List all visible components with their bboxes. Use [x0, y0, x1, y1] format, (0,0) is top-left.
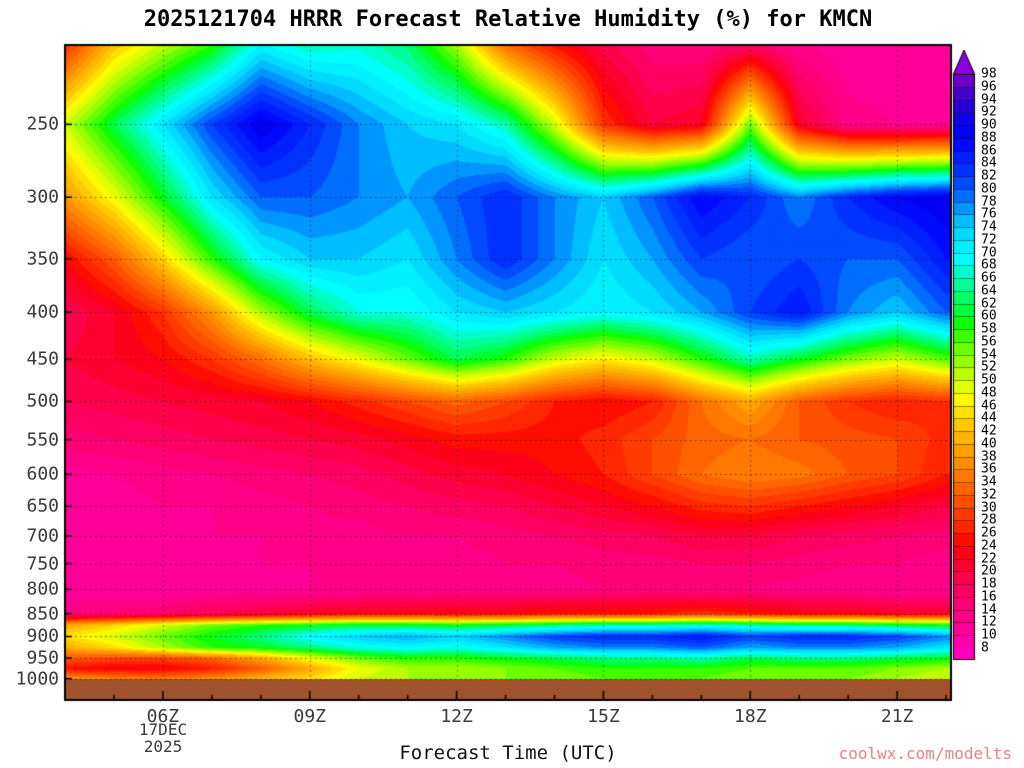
colorbar-tick-label: 92	[981, 104, 997, 120]
colorbar-tick-label: 10	[981, 627, 997, 643]
colorbar-tick-label: 36	[981, 461, 997, 477]
y-axis-tick-label: 950	[26, 647, 59, 669]
x-axis-tick-label: 06Z	[146, 706, 180, 727]
y-axis-tick-label: 300	[26, 186, 59, 208]
colorbar-tick-label: 8	[981, 640, 989, 656]
colorbar-tick-label: 48	[981, 385, 997, 401]
colorbar-tick-label: 42	[981, 423, 997, 439]
y-axis-tick-label: 400	[26, 301, 59, 323]
colorbar-tick-label: 50	[981, 372, 997, 388]
colorbar-tick-label: 56	[981, 334, 997, 350]
colorbar-tick-label: 80	[981, 181, 997, 197]
colorbar-tick-label: 90	[981, 117, 997, 133]
colorbar-tick-label: 16	[981, 589, 997, 605]
colorbar-tick-label: 62	[981, 296, 997, 312]
y-axis-tick-label: 850	[26, 603, 59, 625]
colorbar-tick-label: 76	[981, 206, 997, 222]
colorbar-tick-label: 88	[981, 130, 997, 146]
y-axis-tick-label: 700	[26, 525, 59, 547]
colorbar-tick-label: 86	[981, 143, 997, 159]
colorbar-tick-label: 60	[981, 308, 997, 324]
colorbar-tick-label: 68	[981, 257, 997, 273]
colorbar-tick-label: 26	[981, 525, 997, 541]
colorbar-tick-label: 40	[981, 436, 997, 452]
x-axis-title: Forecast Time (UTC)	[399, 742, 617, 764]
x-axis-tick-label: 09Z	[293, 706, 327, 727]
y-axis-tick-label: 750	[26, 553, 59, 575]
colorbar-tick-label: 32	[981, 487, 997, 503]
colorbar-tick-label: 30	[981, 500, 997, 516]
colorbar-tick-label: 78	[981, 194, 997, 210]
colorbar-tick-label: 64	[981, 283, 997, 299]
colorbar-tick-label: 96	[981, 79, 997, 95]
colorbar-tick-label: 20	[981, 563, 997, 579]
date-label-line2: 2025	[143, 737, 183, 756]
x-axis-tick-label: 21Z	[880, 706, 914, 727]
y-axis-tick-label: 250	[26, 113, 59, 135]
x-axis-tick-label: 12Z	[440, 706, 473, 727]
y-axis-tick-label: 900	[26, 625, 59, 647]
colorbar-tick-label: 58	[981, 321, 997, 337]
colorbar-tick-label: 52	[981, 359, 997, 375]
colorbar-tick-label: 72	[981, 232, 997, 248]
x-axis-tick-label: 15Z	[587, 706, 620, 727]
y-axis-tick-label: 600	[26, 463, 59, 485]
colorbar-tick-label: 44	[981, 410, 997, 426]
colorbar-tick-label: 14	[981, 602, 997, 618]
colorbar-tick-label: 24	[981, 538, 997, 554]
colorbar-tick-label: 94	[981, 92, 997, 107]
colorbar-tick-label: 12	[981, 614, 997, 630]
y-axis-tick-label: 500	[26, 390, 59, 412]
colorbar-tick-label: 98	[981, 66, 997, 82]
colorbar-tick-label: 34	[981, 474, 997, 490]
colorbar-tick-label: 22	[981, 551, 997, 567]
y-axis-tick-label: 800	[26, 578, 59, 600]
y-axis-tick-label: 350	[26, 248, 59, 270]
colorbar-tick-label: 74	[981, 219, 997, 235]
x-axis-tick-label: 18Z	[734, 706, 767, 727]
colorbar-tick-label: 66	[981, 270, 997, 286]
y-axis-tick-label: 550	[26, 429, 59, 451]
date-label-line1: 17DEC	[138, 720, 188, 739]
y-axis-tick-label: 1000	[15, 668, 59, 690]
credit-text: coolwx.com/modelts	[838, 744, 1012, 763]
colorbar-tick-label: 38	[981, 449, 997, 465]
colorbar-tick-label: 28	[981, 512, 997, 528]
chart-title: 2025121704 HRRR Forecast Relative Humidi…	[143, 7, 873, 32]
colorbar-tick-label: 18	[981, 576, 997, 592]
y-axis-tick-label: 650	[26, 495, 59, 517]
colorbar-tick-label: 70	[981, 245, 997, 261]
colorbar-tick-label: 84	[981, 155, 997, 171]
y-axis-tick-label: 450	[26, 348, 59, 370]
colorbar-tick-label: 82	[981, 168, 997, 184]
colorbar-tick-label: 46	[981, 398, 997, 414]
colorbar-tick-label: 54	[981, 347, 997, 363]
